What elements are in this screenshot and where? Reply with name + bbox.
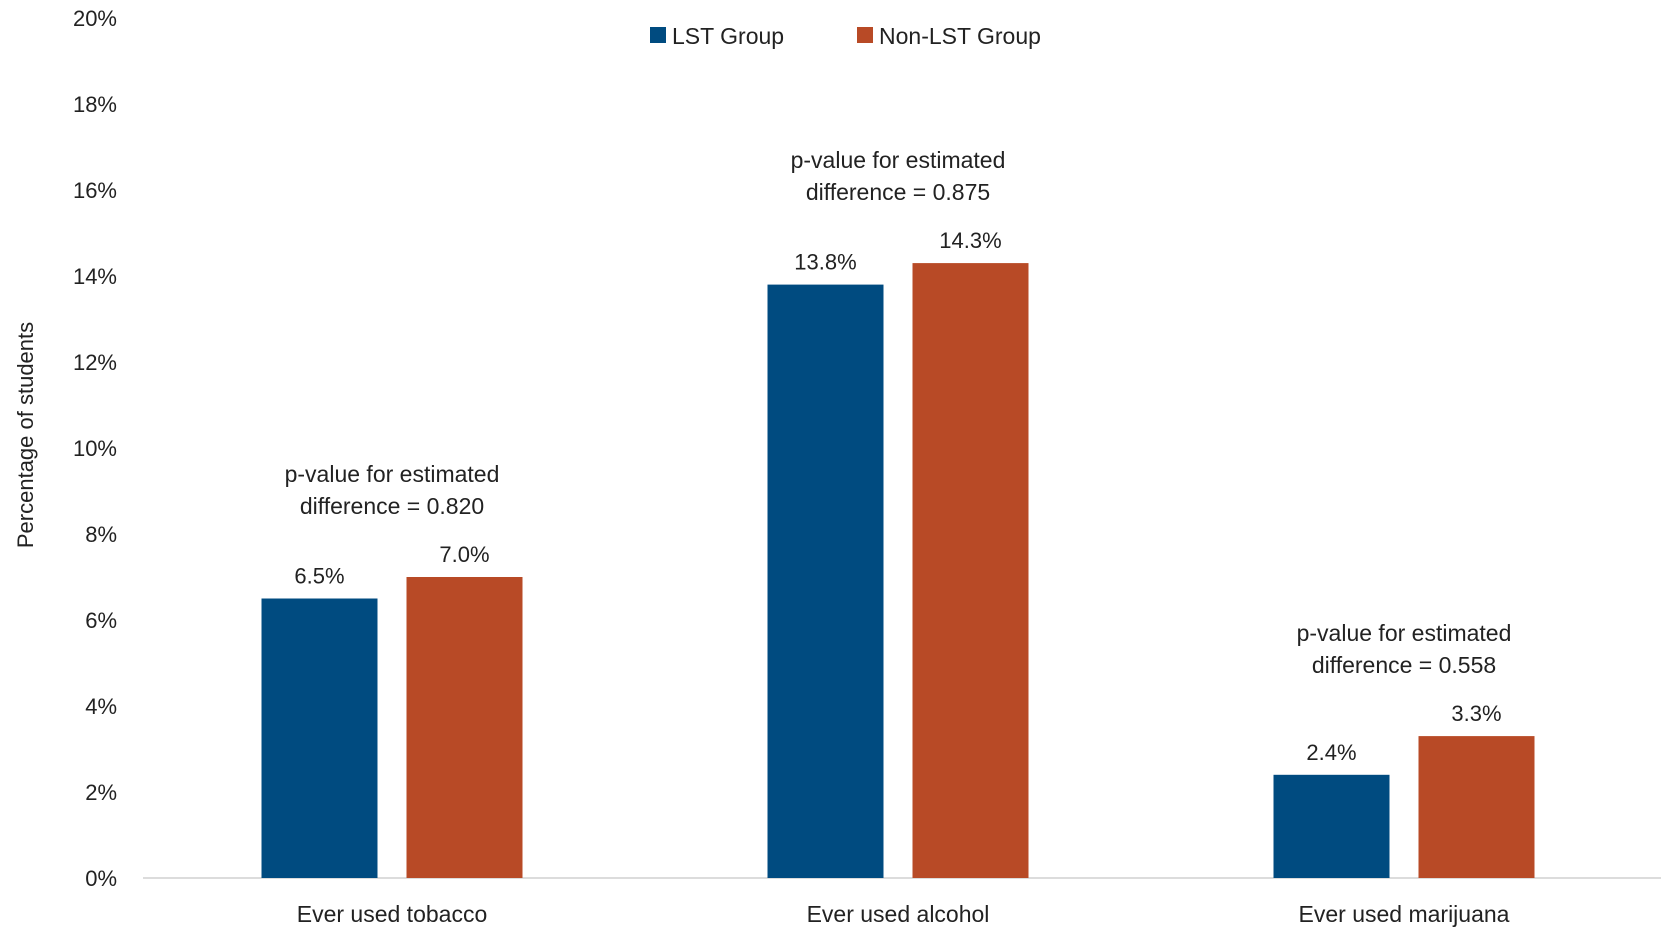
p-value-annotation: difference = 0.875: [806, 179, 990, 205]
legend-label: Non-LST Group: [879, 23, 1041, 49]
y-tick-label: 14%: [73, 264, 117, 289]
category-label: Ever used marijuana: [1299, 901, 1510, 927]
p-value-annotation: difference = 0.820: [300, 493, 484, 519]
data-labels-group: 6.5% 7.0% 13.8% 14.3% 2.4% 3.3%: [294, 228, 1501, 765]
data-label: 7.0%: [439, 542, 489, 567]
annotations-group: p-value for estimated difference = 0.820 p…: [285, 147, 1512, 678]
category-label: Ever used alcohol: [807, 901, 990, 927]
category-labels-group: Ever used tobacco Ever used alcohol Ever u…: [297, 901, 1510, 927]
y-tick-label: 20%: [73, 6, 117, 31]
y-tick-label: 12%: [73, 350, 117, 375]
bar-non-lst: [406, 577, 523, 878]
y-axis-title: Percentage of students: [13, 322, 38, 548]
bar-non-lst: [912, 263, 1029, 879]
y-tick-label: 18%: [73, 92, 117, 117]
bar-non-lst: [1418, 736, 1535, 878]
bars-group: [261, 263, 1535, 879]
y-tick-label: 10%: [73, 436, 117, 461]
y-axis-title-group: Percentage of students: [13, 322, 38, 548]
category-label: Ever used tobacco: [297, 901, 488, 927]
legend: LST Group Non-LST Group: [650, 23, 1041, 49]
y-tick-label: 2%: [85, 780, 117, 805]
data-label: 2.4%: [1306, 740, 1356, 765]
y-tick-label: 0%: [85, 866, 117, 891]
data-label: 6.5%: [294, 564, 344, 589]
bar-lst: [767, 284, 884, 879]
bar-lst: [261, 598, 378, 878]
y-tick-label: 16%: [73, 178, 117, 203]
p-value-annotation: p-value for estimated: [791, 147, 1006, 173]
p-value-annotation: difference = 0.558: [1312, 652, 1496, 678]
p-value-annotation: p-value for estimated: [285, 461, 500, 487]
y-tick-label: 4%: [85, 694, 117, 719]
data-label: 3.3%: [1451, 701, 1501, 726]
legend-swatch-lst: [650, 27, 666, 43]
legend-label: LST Group: [672, 23, 784, 49]
legend-swatch-non-lst: [857, 27, 873, 43]
bar-lst: [1273, 774, 1390, 878]
y-tick-label: 6%: [85, 608, 117, 633]
data-label: 13.8%: [794, 250, 856, 275]
y-axis-ticks: 0% 2% 4% 6% 8% 10% 12% 14% 16% 18% 20%: [73, 6, 117, 891]
y-tick-label: 8%: [85, 522, 117, 547]
data-label: 14.3%: [939, 228, 1001, 253]
p-value-annotation: p-value for estimated: [1297, 620, 1512, 646]
